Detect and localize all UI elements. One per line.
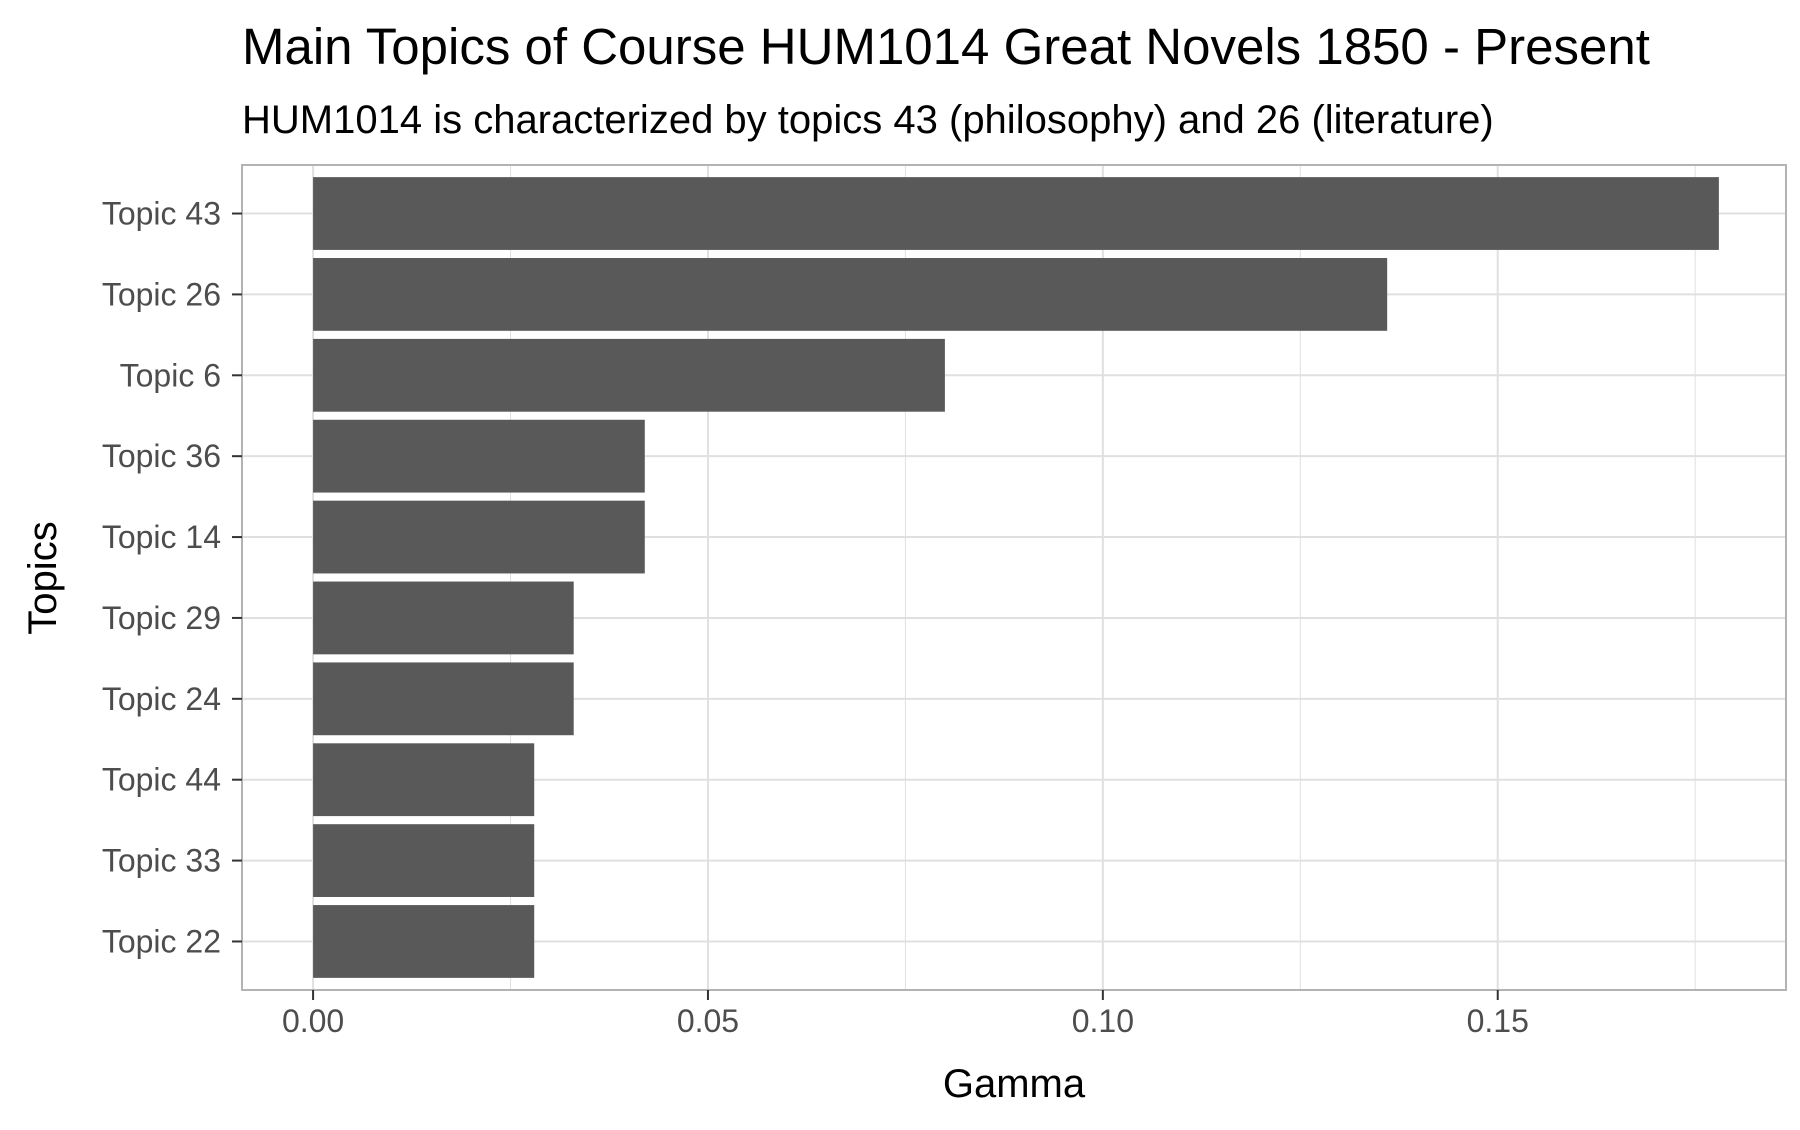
x-tick-label: 0.10 [1072, 1003, 1134, 1039]
y-tick-label: Topic 26 [102, 276, 221, 312]
x-tick-label: 0.15 [1467, 1003, 1529, 1039]
bar-topic-36 [313, 419, 645, 493]
y-tick-label: Topic 29 [102, 600, 221, 636]
bars [313, 177, 1719, 978]
y-tick-label: Topic 44 [102, 762, 221, 798]
bar-topic-44 [313, 743, 535, 817]
x-axis-title: Gamma [943, 1062, 1086, 1106]
bar-topic-33 [313, 824, 535, 897]
y-tick-label: Topic 22 [102, 923, 221, 959]
y-tick-label: Topic 6 [120, 357, 221, 393]
y-tick-label: Topic 33 [102, 843, 221, 879]
bar-topic-26 [313, 258, 1388, 331]
y-tick-label: Topic 36 [102, 438, 221, 474]
y-axis: Topic 43 Topic 26 Topic 6 Topic 36 Topic 14 T… [102, 196, 242, 959]
panel-border [241, 164, 1787, 991]
bar-topic-22 [313, 905, 535, 978]
bar-topic-6 [313, 338, 945, 412]
y-tick-label: Topic 14 [102, 519, 221, 555]
y-axis-title: Topics [21, 521, 65, 634]
x-tick-label: 0.05 [677, 1003, 739, 1039]
bar-topic-29 [313, 581, 574, 655]
y-tick-label: Topic 24 [102, 681, 221, 717]
x-tick-label: 0.00 [282, 1003, 344, 1039]
chart-subtitle: HUM1014 is characterized by topics 43 (p… [242, 98, 1494, 142]
y-tick-label: Topic 43 [102, 196, 221, 232]
x-axis: 0.00 0.05 0.10 0.15 [282, 990, 1529, 1039]
bar-topic-14 [313, 500, 645, 574]
bar-topic-43 [313, 177, 1719, 250]
chart-title: Main Topics of Course HUM1014 Great Nove… [242, 18, 1650, 75]
bar-topic-24 [313, 662, 574, 736]
